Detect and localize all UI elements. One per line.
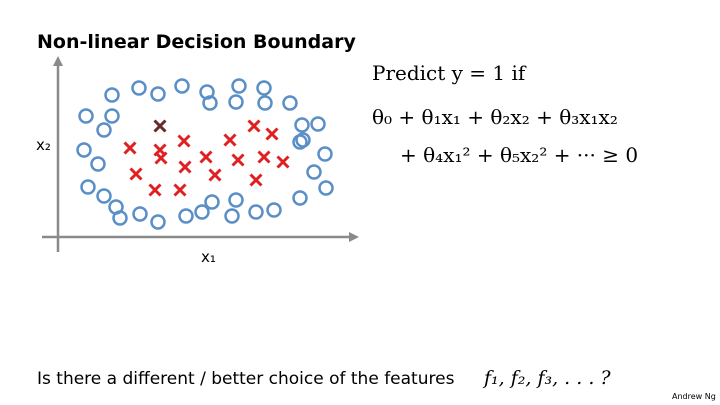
negative-example xyxy=(178,208,194,224)
positive-example xyxy=(208,168,222,182)
negative-example xyxy=(294,117,310,133)
negative-example xyxy=(266,202,282,218)
positive-example xyxy=(249,173,263,187)
formula-line: Predict y = 1 if xyxy=(372,61,527,85)
negative-example xyxy=(96,122,112,138)
negative-example xyxy=(295,132,311,148)
negative-example xyxy=(150,214,166,230)
positive-example xyxy=(223,133,237,147)
negative-example xyxy=(228,94,244,110)
question: Is there a different / better choice of … xyxy=(37,369,455,389)
negative-example xyxy=(194,204,210,220)
negative-example xyxy=(174,78,190,94)
negative-example xyxy=(76,142,92,158)
y-axis-label: x₂ xyxy=(36,136,51,154)
negative-example xyxy=(78,108,94,124)
negative-example xyxy=(224,208,240,224)
footer: Andrew Ng xyxy=(672,392,716,401)
positive-example xyxy=(123,141,137,155)
negative-example xyxy=(90,156,106,172)
negative-example xyxy=(306,164,322,180)
negative-example xyxy=(104,108,120,124)
positive-example xyxy=(178,160,192,174)
negative-example xyxy=(257,95,273,111)
axes xyxy=(42,56,359,252)
highlighted-example xyxy=(153,119,167,133)
title: Non-linear Decision Boundary xyxy=(37,31,356,53)
points xyxy=(76,78,334,230)
negative-example xyxy=(131,80,147,96)
positive-example xyxy=(153,143,167,157)
negative-example xyxy=(310,116,326,132)
negative-example xyxy=(282,95,298,111)
x-arrow xyxy=(349,232,359,242)
positive-example xyxy=(231,153,245,167)
positive-example xyxy=(199,150,213,164)
question-math: f₁, f₂, f₃, . . . ? xyxy=(482,367,611,389)
formula-line: θ₀ + θ₁x₁ + θ₂x₂ + θ₃x₁x₂ xyxy=(372,105,618,129)
positive-example xyxy=(148,183,162,197)
formula-line: + θ₄x₁² + θ₅x₂² + ··· ≥ 0 xyxy=(400,143,638,167)
x-axis-label: x₁ xyxy=(201,248,216,266)
positive-example xyxy=(247,119,261,133)
negative-example xyxy=(96,188,112,204)
negative-example xyxy=(228,192,244,208)
negative-example xyxy=(292,190,308,206)
negative-example xyxy=(256,80,272,96)
negative-example xyxy=(202,95,218,111)
negative-example xyxy=(318,180,334,196)
positive-example xyxy=(177,134,191,148)
negative-example xyxy=(150,86,166,102)
negative-example xyxy=(231,78,247,94)
negative-example xyxy=(80,179,96,195)
positive-example xyxy=(265,127,279,141)
positive-example xyxy=(276,155,290,169)
negative-example xyxy=(112,210,128,226)
positive-example xyxy=(173,183,187,197)
positive-example xyxy=(257,150,271,164)
negative-example xyxy=(248,204,264,220)
negative-example xyxy=(132,206,148,222)
positive-example xyxy=(129,167,143,181)
negative-example xyxy=(204,194,220,210)
negative-example xyxy=(317,146,333,162)
negative-example xyxy=(104,87,120,103)
y-arrow xyxy=(53,56,63,66)
